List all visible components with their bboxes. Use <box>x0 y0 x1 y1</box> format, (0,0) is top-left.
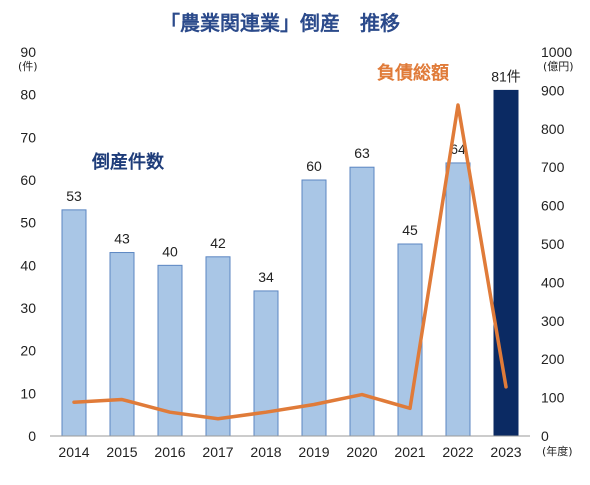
x-axis-unit: (年度) <box>542 444 573 458</box>
bar-value-label: 40 <box>162 243 178 259</box>
right-axis-ticks: 0 100 200 300 400 500 600 700 800 900 1000 <box>541 44 572 444</box>
debt-line <box>72 103 508 421</box>
right-tick-label: 400 <box>541 274 565 290</box>
left-axis-ticks: 0 10 20 30 40 50 60 70 80 90 <box>20 44 36 444</box>
bar-value-label: 43 <box>114 231 130 247</box>
x-tick-label: 2014 <box>58 444 89 460</box>
x-tick-label: 2016 <box>154 444 185 460</box>
bar-value-label: 45 <box>402 222 418 238</box>
left-tick-label: 50 <box>20 215 36 231</box>
bar-value-label: 64 <box>450 141 466 157</box>
chart-title: 「農業関連業」倒産 推移 <box>160 11 400 35</box>
right-tick-label: 700 <box>541 159 565 175</box>
bar <box>61 209 87 437</box>
bar-series-label: 倒産件数 <box>91 151 165 173</box>
bar-value-label: 60 <box>306 158 322 174</box>
x-tick-label: 2021 <box>394 444 425 460</box>
right-tick-label: 100 <box>541 390 565 406</box>
left-tick-label: 60 <box>20 172 36 188</box>
bar-value-label: 63 <box>354 145 370 161</box>
right-tick-label: 300 <box>541 313 565 329</box>
x-tick-label: 2017 <box>202 444 233 460</box>
bar-value-label: 81件 <box>491 68 521 84</box>
bar <box>109 252 135 437</box>
x-tick-label: 2019 <box>298 444 329 460</box>
left-tick-label: 30 <box>20 300 36 316</box>
x-tick-label: 2022 <box>442 444 473 460</box>
bar <box>301 179 327 437</box>
bar-value-label: 53 <box>66 188 82 204</box>
right-tick-label: 600 <box>541 198 565 214</box>
bar-value-label: 42 <box>210 235 226 251</box>
x-tick-label: 2015 <box>106 444 137 460</box>
left-tick-label: 10 <box>20 385 36 401</box>
right-tick-label: 1000 <box>541 44 572 60</box>
left-tick-label: 80 <box>20 87 36 103</box>
left-tick-label: 0 <box>28 428 36 444</box>
right-tick-label: 500 <box>541 236 565 252</box>
left-tick-label: 40 <box>20 257 36 273</box>
bar <box>205 256 231 437</box>
x-tick-label: 2020 <box>346 444 377 460</box>
x-tick-label: 2018 <box>250 444 281 460</box>
left-tick-label: 70 <box>20 129 36 145</box>
left-axis-unit: (件) <box>18 60 38 73</box>
bar-value-label: 34 <box>258 269 274 285</box>
line-series <box>72 103 508 421</box>
left-tick-label: 90 <box>20 44 36 60</box>
right-tick-label: 0 <box>541 428 549 444</box>
x-axis-ticks: 2014 2015 2016 2017 2018 2019 2020 2021 2022 2023 <box>58 444 521 460</box>
right-tick-label: 200 <box>541 351 565 367</box>
bar-data-labels: 53 43 40 42 34 60 63 45 64 81件 <box>66 68 521 285</box>
right-tick-label: 900 <box>541 82 565 98</box>
line-series-label: 負債総額 <box>377 62 449 84</box>
right-axis-unit: (億円) <box>543 60 574 73</box>
bar <box>445 162 471 437</box>
left-tick-label: 20 <box>20 343 36 359</box>
right-tick-label: 800 <box>541 121 565 137</box>
x-tick-label: 2023 <box>490 444 521 460</box>
